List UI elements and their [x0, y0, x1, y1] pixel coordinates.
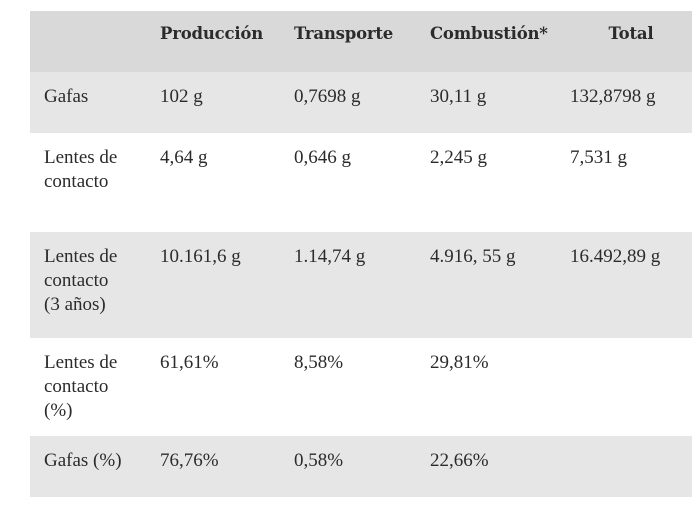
cell-transporte: 0,7698 g [294, 86, 361, 107]
table-header: Producción Transporte Combustión* Total [30, 11, 692, 72]
table-row: Lentes de contacto 4,64 g 0,646 g 2,245 … [30, 133, 692, 232]
cell-produccion: 10.161,6 g [160, 246, 241, 267]
cell-combustion: 29,81% [430, 352, 489, 373]
cell-total: 132,8798 g [570, 86, 656, 107]
header-row: Producción Transporte Combustión* Total [30, 11, 692, 72]
cell-produccion: 102 g [160, 86, 203, 107]
cell-transporte: 8,58% [294, 352, 344, 373]
header-empty-cell [30, 11, 160, 72]
cell-combustion: 2,245 g [430, 147, 487, 168]
cell-produccion: 61,61% [160, 352, 219, 373]
cell-transporte: 0,646 g [294, 147, 351, 168]
header-combustion: Combustión* [430, 24, 548, 43]
cell-produccion: 4,64 g [160, 147, 208, 168]
row-label: Gafas (%) [44, 450, 122, 471]
row-label: Lentes de contacto (%) [44, 352, 118, 421]
cell-total: 7,531 g [570, 147, 627, 168]
row-label: Gafas [44, 86, 89, 107]
cell-produccion: 76,76% [160, 450, 219, 471]
header-total: Total [608, 24, 654, 43]
cell-transporte: 1.14,74 g [294, 246, 366, 267]
cell-total [570, 338, 692, 436]
cell-combustion: 22,66% [430, 450, 489, 471]
cell-combustion: 4.916, 55 g [430, 246, 516, 267]
table-row: Gafas (%) 76,76% 0,58% 22,66% [30, 436, 692, 497]
header-transporte: Transporte [294, 24, 394, 43]
row-label: Lentes de contacto (3 años) [44, 246, 118, 315]
header-produccion: Producción [160, 24, 264, 43]
cell-total: 16.492,89 g [570, 246, 661, 267]
cell-total [570, 436, 692, 497]
table-row: Gafas 102 g 0,7698 g 30,11 g 132,8798 g [30, 72, 692, 133]
cell-combustion: 30,11 g [430, 86, 487, 107]
table-row: Lentes de contacto (%) 61,61% 8,58% 29,8… [30, 338, 692, 436]
table-row: Lentes de contacto (3 años) 10.161,6 g 1… [30, 232, 692, 338]
table-body: Gafas 102 g 0,7698 g 30,11 g 132,8798 g … [30, 72, 692, 497]
emissions-table: Producción Transporte Combustión* Total … [30, 11, 692, 497]
cell-transporte: 0,58% [294, 450, 344, 471]
row-label: Lentes de contacto [44, 147, 118, 192]
